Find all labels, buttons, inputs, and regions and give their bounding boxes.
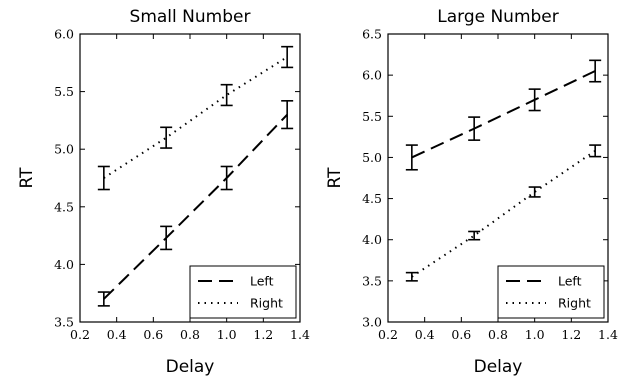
- legend: Left Right: [497, 265, 605, 319]
- error-bar: [528, 88, 541, 112]
- y-tick-label: 4.0: [54, 257, 74, 272]
- legend-label: Right: [558, 296, 591, 311]
- y-tick-label: 3.5: [362, 273, 382, 288]
- series-line-left: [411, 70, 596, 159]
- error-bar: [97, 291, 110, 307]
- y-tick-label: 5.0: [362, 150, 382, 165]
- series-line-right: [411, 150, 596, 278]
- error-bar: [281, 45, 294, 69]
- plot-frame: [79, 33, 301, 323]
- error-bar: [589, 144, 602, 158]
- x-tick-label: 0.8: [488, 327, 508, 342]
- y-tick-label: 5.5: [362, 109, 382, 124]
- x-axis-label: Delay: [474, 357, 523, 377]
- legend-box: [497, 265, 605, 319]
- error-bar: [97, 165, 110, 191]
- x-tick-label: 1.2: [561, 327, 581, 342]
- x-tick-label: 0.8: [180, 327, 200, 342]
- error-bar: [405, 144, 418, 171]
- legend: Left Right: [189, 265, 297, 319]
- y-axis-label: RT: [17, 167, 37, 189]
- x-tick-label: 1.0: [217, 327, 237, 342]
- y-tick-label: 6.0: [362, 68, 382, 83]
- x-tick-label: 1.2: [253, 327, 273, 342]
- large-number-panel: Large Number 0.2 0.4 0.6 0.8 1.0 1.2 1.4 3.0 3.5 4…: [325, 7, 618, 377]
- error-bar: [468, 116, 481, 141]
- y-tick-label: 4.5: [54, 199, 74, 214]
- x-tick-label: 1.4: [290, 327, 310, 342]
- plot-frame: [387, 33, 609, 323]
- y-tick-label: 5.0: [54, 142, 74, 157]
- y-tick-label: 3.0: [362, 315, 382, 330]
- y-tick-label: 6.0: [54, 27, 74, 42]
- error-bar: [220, 83, 233, 107]
- error-bar: [220, 165, 233, 191]
- y-tick-label: 4.5: [362, 191, 382, 206]
- small-number-panel: Small Number 0.2 0.4 0.6 0.8 1.0 1.2 1.4 3.5 4.0 4…: [17, 7, 310, 377]
- chart-title: Large Number: [437, 7, 559, 27]
- x-axis-label: Delay: [166, 357, 215, 377]
- error-bar: [589, 59, 602, 83]
- legend-label: Left: [250, 274, 274, 289]
- x-tick-label: 1.0: [525, 327, 545, 342]
- x-tick-label: 0.6: [143, 327, 163, 342]
- x-tick-label: 0.2: [70, 327, 90, 342]
- x-tick-label: 0.4: [415, 327, 435, 342]
- error-bar: [405, 271, 418, 282]
- x-tick-label: 0.4: [107, 327, 127, 342]
- y-axis-label: RT: [325, 167, 345, 189]
- chart-title: Small Number: [130, 7, 251, 27]
- x-tick-label: 0.6: [451, 327, 471, 342]
- series-line-right: [103, 56, 288, 179]
- series-line-left: [103, 113, 288, 300]
- legend-label: Right: [250, 296, 283, 311]
- error-bar: [281, 100, 294, 130]
- legend-box: [189, 265, 297, 319]
- y-tick-label: 3.5: [54, 315, 74, 330]
- error-bar: [160, 126, 173, 149]
- error-bar: [528, 186, 541, 198]
- legend-label: Left: [558, 274, 582, 289]
- error-bar: [160, 225, 173, 251]
- error-bar: [468, 230, 481, 241]
- y-tick-label: 6.5: [362, 27, 382, 42]
- x-tick-label: 1.4: [598, 327, 618, 342]
- x-tick-label: 0.2: [378, 327, 398, 342]
- y-tick-label: 5.5: [54, 84, 74, 99]
- y-tick-label: 4.0: [362, 232, 382, 247]
